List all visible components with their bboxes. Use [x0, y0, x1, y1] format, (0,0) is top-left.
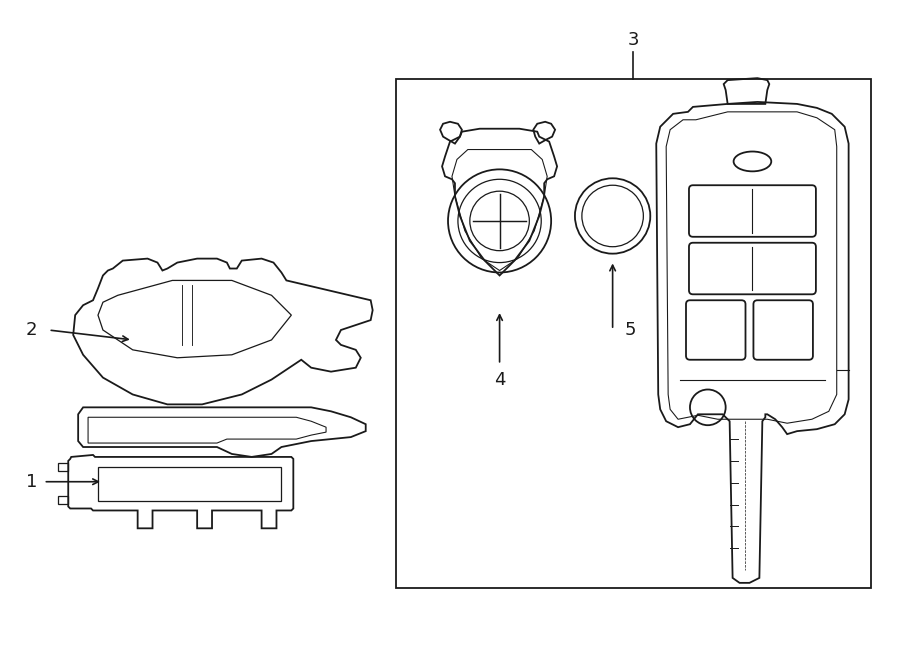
Text: 5: 5	[625, 321, 636, 339]
Text: 1: 1	[26, 473, 37, 490]
Text: 2: 2	[26, 321, 37, 339]
Text: 3: 3	[627, 32, 639, 50]
Text: 4: 4	[494, 371, 505, 389]
Bar	[397, 79, 871, 588]
